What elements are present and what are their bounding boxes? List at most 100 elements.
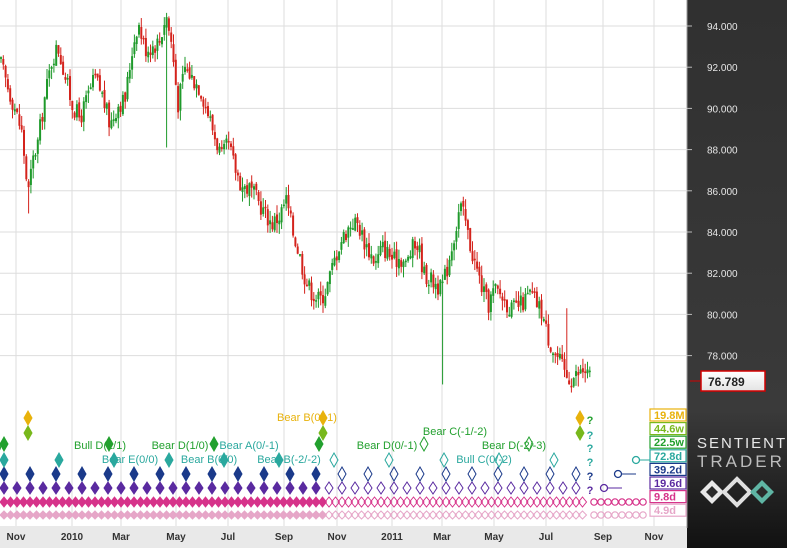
cycle-diamond <box>506 481 516 495</box>
cycle-diamond <box>304 496 315 508</box>
candle <box>269 210 272 233</box>
cycle-diamond <box>259 510 269 520</box>
candle <box>78 97 81 122</box>
candle <box>485 282 488 300</box>
cycle-diamond <box>480 510 490 520</box>
cycle-diamond <box>259 496 269 508</box>
cycle-legend-item: 9.8d <box>649 490 687 504</box>
candle <box>411 236 414 268</box>
cycle-diamond <box>363 510 373 520</box>
cycle-diamond <box>337 465 347 483</box>
phase-label: Bear D(1/0) <box>152 440 209 452</box>
candle <box>437 275 439 301</box>
cycle-diamond <box>187 496 198 508</box>
candle <box>347 225 350 247</box>
cycle-diamond <box>441 496 451 508</box>
cycle-diamond <box>129 496 139 508</box>
cycle-diamond <box>64 510 74 520</box>
candle <box>62 55 65 76</box>
cycle-diamond <box>558 510 568 520</box>
cycle-legend-item: 22.5w <box>649 435 687 449</box>
cycle-diamond <box>421 510 432 520</box>
candle <box>296 243 299 255</box>
cycle-diamond <box>441 481 451 495</box>
candle <box>483 278 485 303</box>
cycle-diamond <box>25 510 35 520</box>
cycle-diamond <box>31 510 42 520</box>
y-tick-label: 88.000 <box>707 146 738 157</box>
cycle-legend-label: 72.8d <box>654 451 682 463</box>
candle <box>365 237 368 257</box>
cycle-diamond <box>220 496 230 508</box>
cycle-diamond <box>116 510 126 520</box>
candle <box>547 314 550 348</box>
cycle-diamond <box>31 496 42 508</box>
cycle-diamond <box>233 465 243 483</box>
cycle-diamond <box>194 510 204 520</box>
cycle-diamond <box>168 510 178 520</box>
cycle-diamond <box>194 481 204 495</box>
cycle-legend-item: 44.6w <box>649 422 687 436</box>
cycle-diamond <box>285 510 295 520</box>
candle <box>103 80 106 113</box>
cycle-diamond <box>395 496 406 508</box>
cycle-diamond <box>278 496 289 508</box>
cycle-diamond <box>109 510 120 520</box>
candle <box>211 114 214 136</box>
cycle-diamond <box>0 510 9 520</box>
phase-label: Bear A(0/-1) <box>219 440 278 452</box>
candle <box>220 140 223 152</box>
candle <box>545 310 548 327</box>
cycle-diamond <box>545 481 555 495</box>
cycle-diamond <box>64 496 74 508</box>
question-mark-icon: ? <box>587 485 594 497</box>
phase-label: Bear C(-1/-2) <box>423 426 487 438</box>
candle <box>273 212 276 233</box>
candle <box>446 258 449 285</box>
cycle-diamond <box>155 465 165 483</box>
candle <box>535 286 538 308</box>
phase-label: Bear B(-2/-2) <box>257 454 321 466</box>
candle <box>186 63 189 73</box>
cycle-diamond <box>428 510 438 520</box>
cycle-diamond <box>207 496 217 508</box>
cycle-diamond <box>402 496 412 508</box>
cycle-diamond <box>369 496 380 508</box>
candle <box>342 229 345 244</box>
cycle-diamond <box>239 496 250 508</box>
candle <box>167 16 170 36</box>
candle <box>202 96 205 115</box>
candle <box>255 181 258 196</box>
candle <box>92 68 94 91</box>
candle <box>184 56 186 75</box>
y-tick-label: 84.000 <box>707 228 738 239</box>
cycle-diamond <box>473 496 484 508</box>
cycle-diamond <box>389 465 399 483</box>
candle <box>471 241 474 265</box>
candle <box>489 291 492 321</box>
cycle-diamond <box>532 481 542 495</box>
candle <box>2 55 5 70</box>
candle <box>266 204 269 233</box>
cycle-diamond <box>161 496 172 508</box>
cycle-diamond <box>467 481 477 495</box>
cycle-diamond <box>90 496 100 508</box>
candle <box>179 82 182 121</box>
cycle-diamond <box>0 435 9 453</box>
phase-label: Bear E(0/0) <box>102 454 158 466</box>
cycle-legend-item: 19.8M <box>649 408 687 422</box>
candle <box>361 222 364 242</box>
candle <box>418 238 421 259</box>
candle <box>292 212 295 238</box>
cycle-diamond <box>363 465 373 483</box>
candle <box>476 251 479 272</box>
x-tick-label: Mar <box>433 532 451 543</box>
candle <box>4 64 7 88</box>
candle <box>170 27 173 49</box>
candle <box>204 98 207 114</box>
cycle-diamond <box>12 510 22 520</box>
x-tick-label: Mar <box>112 532 130 543</box>
cycle-diamond <box>363 496 373 508</box>
candle <box>466 218 469 240</box>
